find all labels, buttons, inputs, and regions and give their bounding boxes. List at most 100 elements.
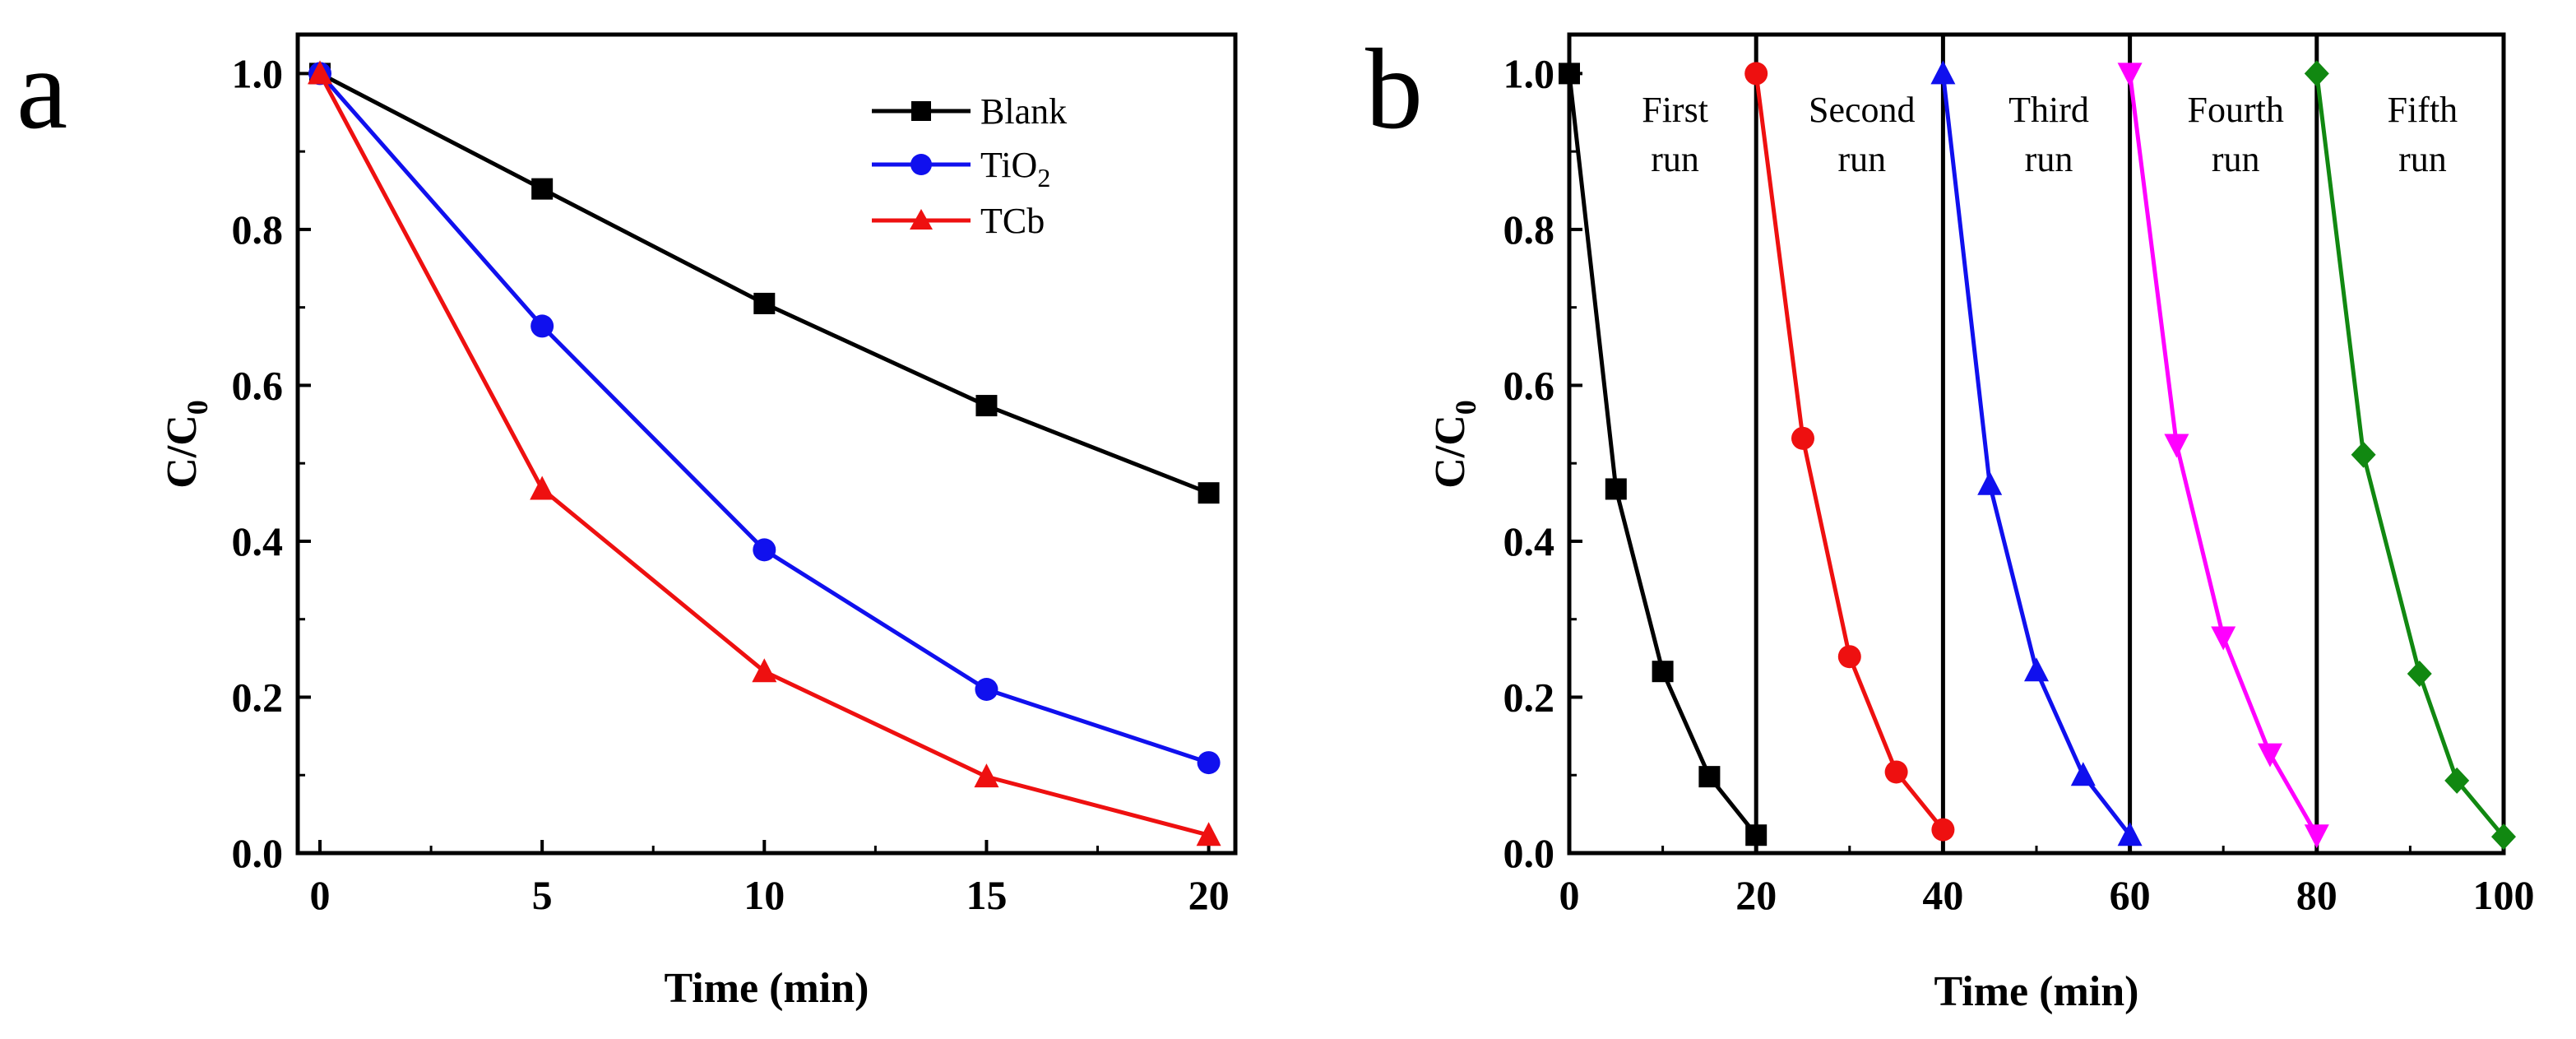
y-tick-label: 0.0: [232, 830, 284, 876]
run-label-third-run: Third run: [2008, 90, 2089, 179]
run-label-fourth-run: Fourth run: [2188, 90, 2284, 179]
y-tick-label: 0.6: [232, 362, 284, 408]
data-point-first-run: [1698, 766, 1721, 788]
run-label-line: Fourth: [2188, 90, 2284, 130]
legend-label-blank-main: Blank: [980, 91, 1067, 132]
legend-label-blank: Blank: [980, 91, 1067, 132]
panel-a-series: [308, 60, 1221, 847]
legend-entry-tcb: TCb: [872, 201, 1045, 241]
y-tick-label: 0.4: [1503, 518, 1555, 564]
data-point-fifth-run: [2444, 767, 2470, 794]
data-point-first-run: [1605, 478, 1627, 500]
data-point-tcb: [974, 763, 999, 788]
data-point-third-run: [2070, 762, 2096, 786]
x-tick-label: 80: [2296, 872, 2337, 918]
series-blank: [309, 63, 1220, 504]
data-point-tio2: [1197, 751, 1221, 775]
legend-label-tio2-sub: 2: [1037, 163, 1050, 192]
panel-a-frame: [295, 32, 1238, 856]
y-tick-label: 0.2: [1503, 674, 1555, 720]
series-line-second-run: [1754, 73, 1945, 832]
series-third-run: [1930, 60, 2143, 847]
run-label-line: Third: [2008, 90, 2089, 130]
legend-entry-blank: Blank: [872, 91, 1067, 132]
x-tick-label: 0: [310, 872, 331, 918]
x-tick-label: 15: [966, 872, 1007, 918]
y-tick-label: 1.0: [232, 50, 284, 96]
data-point-second-run: [1931, 818, 1955, 842]
data-point-fourth-run: [2211, 626, 2236, 651]
panel-a-x-axis-title: Time (min): [665, 965, 869, 1012]
series-line-third-run: [1940, 73, 2132, 837]
run-label-first-run: First run: [1642, 90, 1708, 179]
series-first-run: [1559, 63, 1768, 847]
run-label-second-run: Second run: [1809, 90, 1916, 179]
panel-a-y-axis-title: C/C0: [159, 400, 214, 489]
data-point-tio2: [753, 538, 776, 562]
data-point-second-run: [1744, 62, 1768, 86]
data-point-fourth-run: [2304, 824, 2329, 849]
legend-marker-tcb: [910, 209, 933, 230]
series-second-run: [1744, 62, 1955, 842]
panel-b-y-axis-title: C/C0: [1427, 400, 1482, 489]
data-point-blank: [753, 292, 776, 314]
data-point-tcb: [1196, 822, 1221, 847]
data-point-tcb: [308, 60, 333, 85]
x-tick-label: 0: [1559, 872, 1580, 918]
series-tcb: [308, 60, 1221, 847]
data-point-tio2: [530, 314, 554, 338]
data-point-blank: [1198, 482, 1220, 504]
data-point-fourth-run: [2164, 434, 2189, 458]
legend-label-tio2-main: TiO: [980, 145, 1037, 185]
data-point-second-run: [1791, 426, 1814, 450]
legend-label-tio2: TiO2: [980, 145, 1050, 192]
run-label-line: run: [1837, 139, 1886, 179]
series-fourth-run: [2117, 63, 2329, 849]
data-point-second-run: [1837, 645, 1861, 669]
y-tick-label: 0.6: [1503, 362, 1555, 408]
panel-b-run-separators: [1754, 35, 2319, 853]
series-line-blank: [318, 72, 1210, 495]
run-label-line: Fifth: [2388, 90, 2458, 130]
legend-entry-tio2: TiO2: [872, 145, 1050, 192]
data-point-fifth-run: [2491, 823, 2516, 851]
panel-b-y-axis-title-sub: 0: [1449, 400, 1482, 415]
data-point-tcb: [530, 475, 555, 500]
panel-b-label: b: [1365, 26, 1423, 153]
legend-label-tcb-main: TCb: [980, 201, 1045, 241]
panel-a-y-axis-title-main: C/C: [159, 415, 206, 489]
series-line-first-run: [1567, 73, 1758, 837]
data-point-first-run: [1559, 63, 1580, 85]
x-tick-label: 20: [1735, 872, 1777, 918]
data-point-fourth-run: [2258, 743, 2282, 768]
panel-a-y-axis-title-sub: 0: [181, 400, 214, 415]
panel-a-label: a: [16, 26, 67, 153]
data-point-third-run: [1977, 471, 2003, 495]
series-line-tcb: [317, 72, 1210, 837]
data-point-fifth-run: [2407, 661, 2432, 688]
data-point-blank: [975, 395, 998, 417]
run-label-fifth-run: Fifth run: [2388, 90, 2458, 179]
y-tick-label: 1.0: [1503, 50, 1555, 96]
panel-b-series: [1559, 60, 2516, 851]
series-line-fourth-run: [2128, 73, 2319, 837]
panel-a-y-axis: 0.0 0.2 0.4 0.6 0.8 1.0: [232, 50, 311, 876]
data-point-first-run: [1652, 661, 1674, 683]
y-tick-label: 0.8: [1503, 206, 1555, 253]
x-tick-label: 100: [2473, 872, 2535, 918]
series-line-fifth-run: [2314, 73, 2505, 838]
legend-marker-blank: [911, 101, 931, 121]
data-point-fifth-run: [2304, 60, 2329, 87]
data-point-fifth-run: [2351, 441, 2376, 468]
x-tick-label: 10: [744, 872, 785, 918]
legend-label-tcb: TCb: [980, 201, 1045, 241]
data-point-third-run: [2117, 822, 2143, 847]
panel-b-x-axis-title: Time (min): [1934, 968, 2139, 1015]
panel-a-x-axis: 0 5 10 15 20: [310, 840, 1230, 918]
panel-a-legend: Blank TiO2 TCb: [872, 91, 1067, 241]
panel-b: b 0.0 0.2 0.4 0.6 0.8 1.0 0 20 40 60 80 100 First r…: [1365, 26, 2535, 1015]
run-label-line: run: [2212, 139, 2260, 179]
series-tio2: [308, 62, 1221, 775]
series-fifth-run: [2304, 60, 2516, 851]
